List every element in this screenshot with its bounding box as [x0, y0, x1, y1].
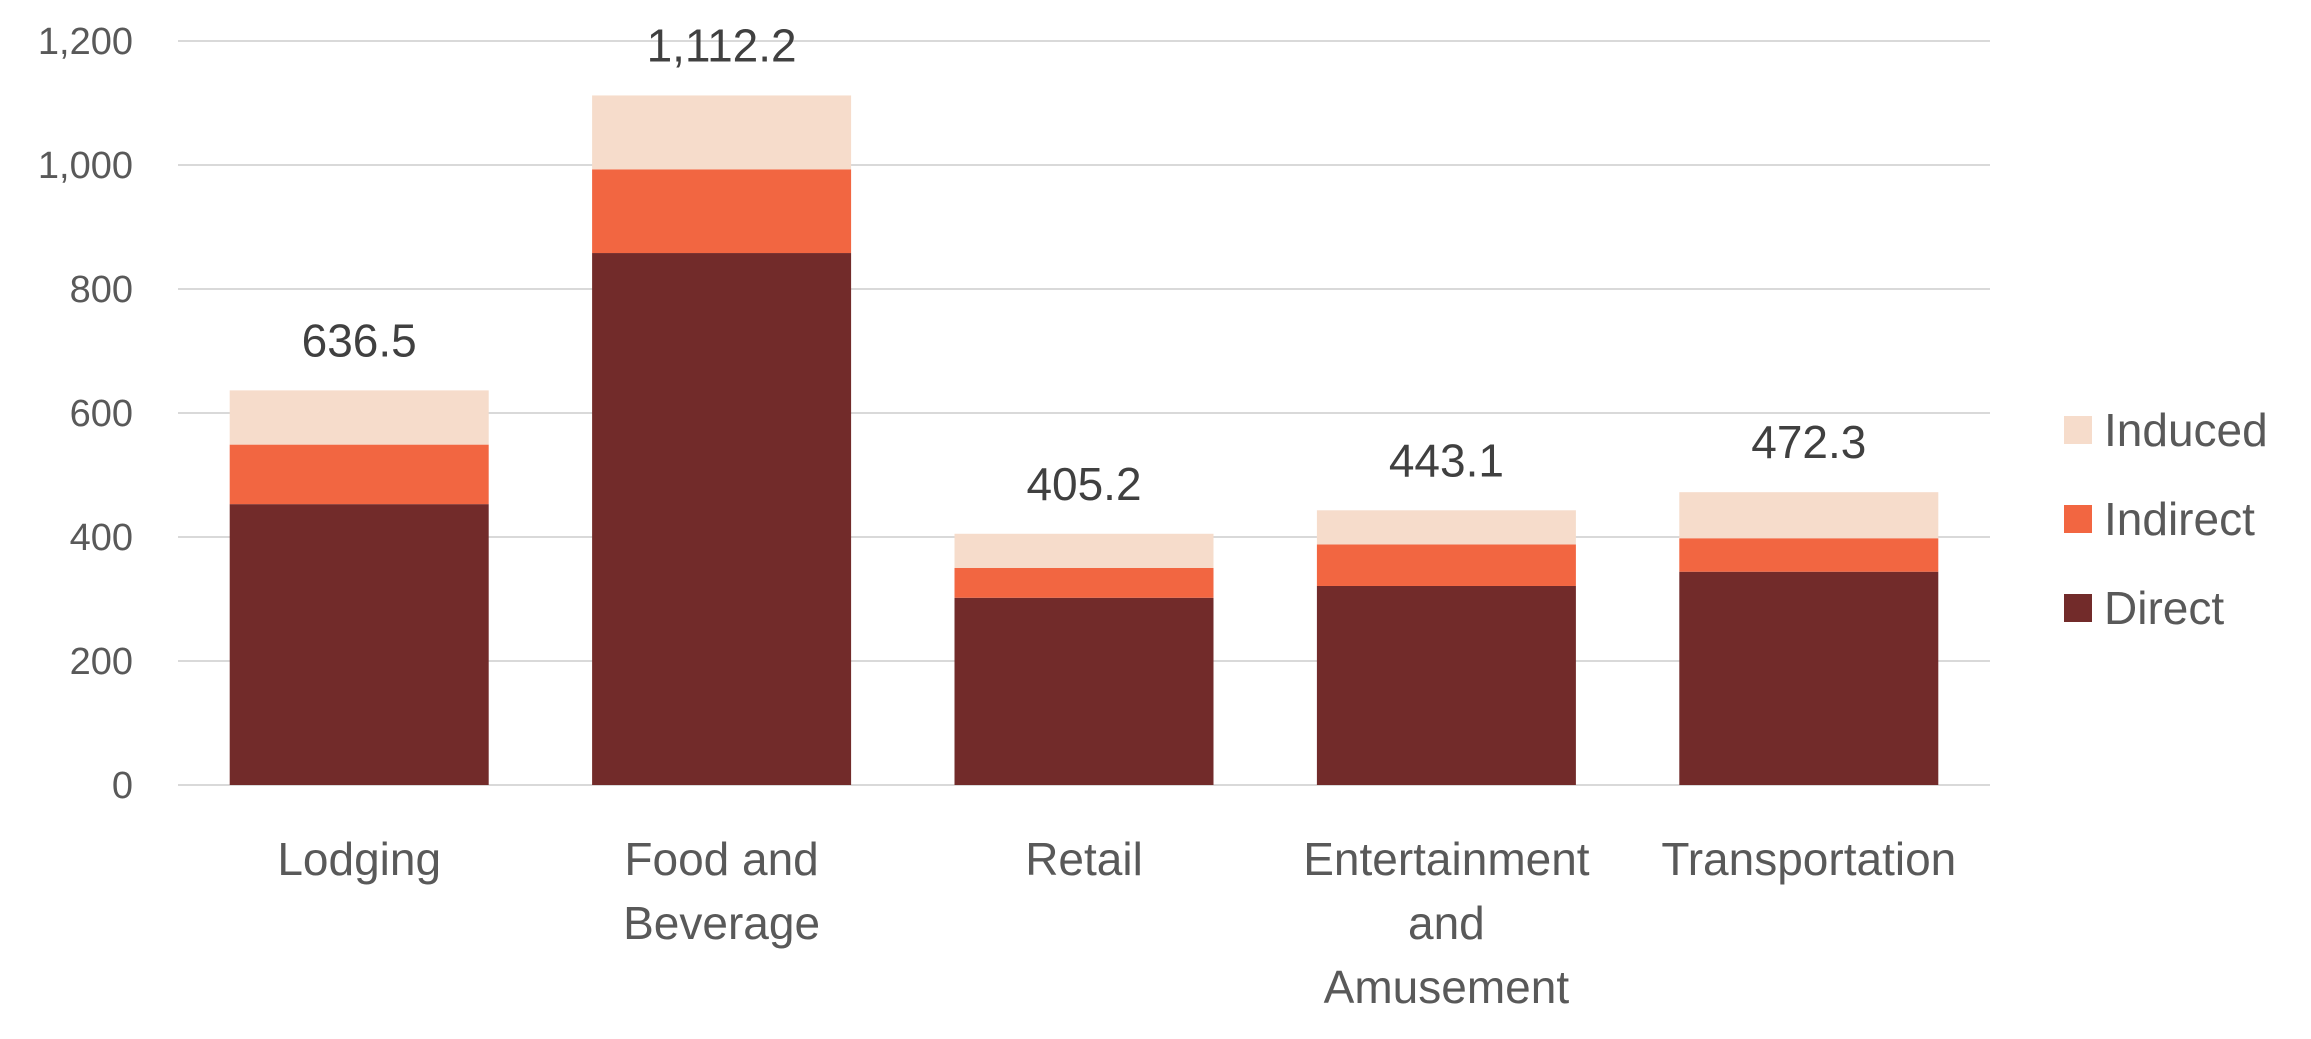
- category-label-line: Beverage: [623, 897, 820, 949]
- y-tick-label: 0: [112, 765, 133, 807]
- total-label: 405.2: [1026, 458, 1141, 510]
- bar-segment-indirect: [592, 169, 852, 254]
- y-tick-label: 800: [70, 269, 133, 311]
- y-tick-label: 200: [70, 641, 133, 683]
- category-label-line: Food and: [624, 833, 818, 885]
- legend-swatch-direct: [2064, 594, 2092, 622]
- legend: Induced Indirect Direct: [2064, 404, 2268, 634]
- y-tick-label: 400: [70, 517, 133, 559]
- bar-segment-indirect: [229, 444, 489, 505]
- category-labels: Lodging Food and Beverage Retail Entertainme…: [277, 833, 1956, 1013]
- bar-segment-direct: [1679, 571, 1939, 785]
- bar-segment-direct: [229, 504, 489, 785]
- category-label-line: Transportation: [1661, 833, 1956, 885]
- legend-swatch-induced: [2064, 416, 2092, 444]
- category-label: Entertainment and Amusement: [1303, 833, 1590, 1013]
- bar-segment-direct: [1316, 585, 1576, 785]
- total-label: 443.1: [1389, 434, 1504, 486]
- bar-segment-direct: [592, 253, 852, 786]
- bar-segment-induced: [1316, 510, 1576, 545]
- bar-segment-indirect: [1316, 544, 1576, 586]
- bar-segment-induced: [229, 390, 489, 445]
- category-label-line: and: [1408, 897, 1485, 949]
- category-label: Lodging: [277, 833, 441, 885]
- bar-segment-indirect: [954, 568, 1214, 598]
- y-tick-label: 1,000: [38, 145, 133, 187]
- y-tick-label: 600: [70, 393, 133, 435]
- bar-segment-induced: [954, 533, 1214, 568]
- bar-segment-direct: [954, 597, 1214, 785]
- category-label-line: Amusement: [1324, 961, 1570, 1013]
- y-axis-ticks: 0 200 400 600 800 1,000 1,200: [38, 21, 133, 807]
- y-tick-label: 1,200: [38, 21, 133, 63]
- category-label: Food and Beverage: [623, 833, 820, 949]
- total-label: 1,112.2: [647, 19, 797, 71]
- category-label-line: Lodging: [277, 833, 441, 885]
- total-label: 472.3: [1751, 416, 1866, 468]
- legend-label: Direct: [2104, 582, 2224, 634]
- bar-segment-induced: [1679, 492, 1939, 539]
- legend-label: Induced: [2104, 404, 2268, 456]
- category-label-line: Entertainment: [1303, 833, 1590, 885]
- legend-label: Indirect: [2104, 493, 2255, 545]
- category-label: Transportation: [1661, 833, 1956, 885]
- total-labels: 636.5 1,112.2 405.2 443.1 472.3: [302, 19, 1867, 509]
- total-label: 636.5: [302, 314, 417, 366]
- legend-swatch-indirect: [2064, 505, 2092, 533]
- category-label-line: Retail: [1025, 833, 1143, 885]
- bar-segment-indirect: [1679, 538, 1939, 572]
- bars: [229, 95, 1939, 786]
- bar-segment-induced: [592, 95, 852, 170]
- category-label: Retail: [1025, 833, 1143, 885]
